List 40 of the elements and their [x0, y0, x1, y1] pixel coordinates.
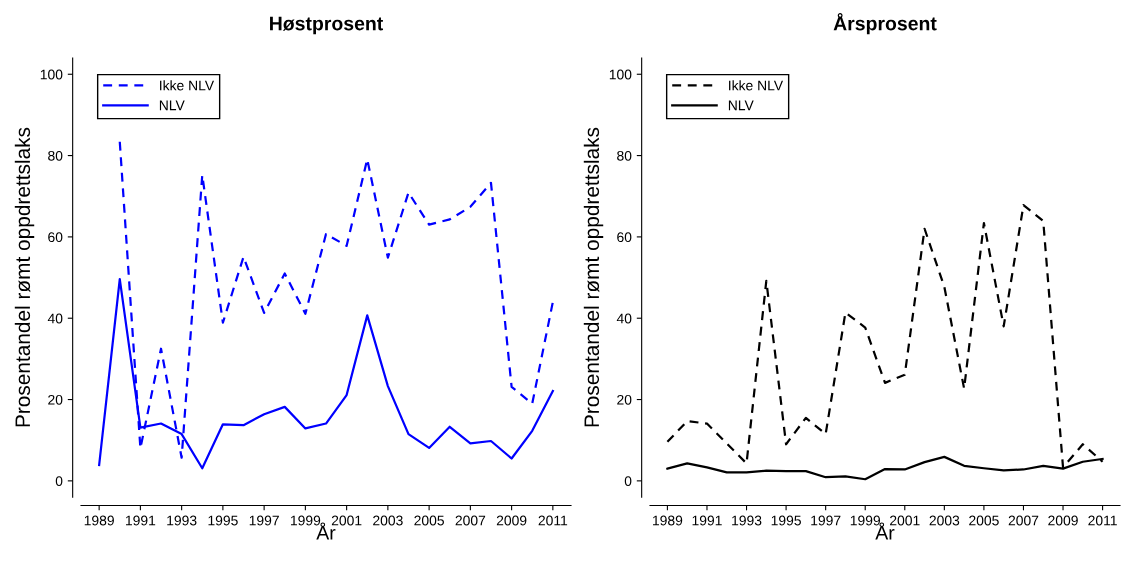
x-tick-label: 2009: [1048, 515, 1078, 526]
chart-title: Høstprosent: [270, 16, 384, 35]
y-tick-label: 60: [617, 232, 632, 243]
x-tick-label: 2003: [929, 515, 960, 526]
y-tick-label: 60: [48, 232, 63, 243]
x-tick-label: 1995: [771, 515, 801, 526]
legend-label: Ikke NLV: [160, 80, 215, 91]
chart-title: Årsprosent: [833, 13, 937, 35]
y-tick-label: 40: [47, 313, 63, 324]
y-tick-label: 100: [40, 69, 63, 80]
x-tick-label: 2005: [969, 515, 999, 526]
x-tick-label: 1997: [811, 515, 841, 526]
y-tick-label: 100: [609, 69, 632, 80]
y-tick-label: 0: [55, 476, 63, 487]
y-axis-title: Prosentandel rømt oppdrettslaks: [583, 127, 604, 427]
legend-label: Ikke NLV: [729, 80, 784, 91]
x-tick-label: 2007: [455, 515, 486, 526]
y-tick-label: 40: [616, 313, 632, 324]
x-tick-label: 1993: [732, 515, 762, 526]
x-tick-label: 2007: [1008, 515, 1039, 526]
x-tick-label: 2003: [373, 515, 403, 526]
x-tick-label: 2011: [1088, 515, 1117, 526]
x-tick-label: 1989: [84, 515, 114, 526]
x-tick-label: 1991: [692, 515, 722, 526]
y-tick-label: 0: [624, 476, 632, 487]
legend-label: NLV: [728, 100, 754, 111]
x-tick-label: 1995: [208, 515, 238, 526]
y-tick-label: 20: [617, 394, 632, 405]
x-tick-label: 1991: [126, 515, 156, 526]
x-tick-label: 2009: [496, 515, 527, 526]
x-tick-label: 2005: [414, 515, 444, 526]
y-tick-label: 80: [48, 150, 63, 161]
x-tick-label: 2011: [538, 515, 568, 526]
x-tick-label: 1993: [167, 515, 197, 526]
x-tick-label: 1997: [249, 515, 279, 526]
y-axis-title: Prosentandel rømt oppdrettslaks: [14, 127, 35, 427]
y-tick-label: 20: [48, 394, 63, 405]
x-tick-label: 1989: [653, 515, 683, 526]
y-tick-label: 80: [617, 150, 632, 161]
legend-label: NLV: [159, 100, 185, 111]
